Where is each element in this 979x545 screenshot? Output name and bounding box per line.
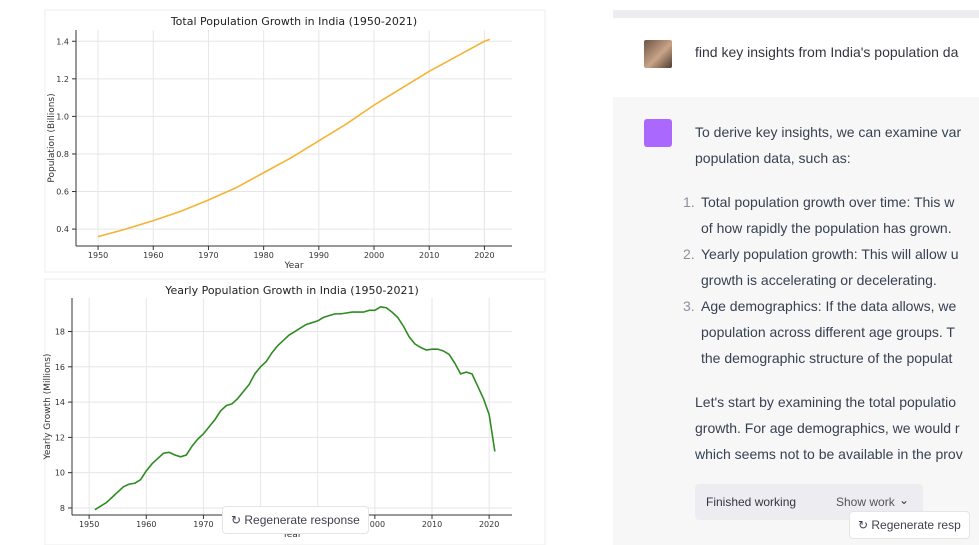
y-tick-label: 0.4	[56, 225, 69, 234]
x-tick-label: 1960	[136, 520, 156, 529]
user-row	[613, 18, 979, 97]
x-tick-label: 1970	[193, 520, 213, 529]
x-tick-label: 2010	[419, 251, 439, 260]
button-label: Regenerate response	[244, 513, 360, 527]
text-line: Age demographics: If the data allows, we	[701, 298, 957, 314]
button-label: Regenerate resp	[871, 518, 961, 532]
text-line: of how rapidly the population has grown.	[701, 220, 952, 236]
y-tick-label: 10	[55, 469, 65, 478]
text-line: Yearly population growth: This will allo…	[701, 246, 959, 262]
x-tick-label: 1960	[143, 251, 163, 260]
y-tick-label: 16	[55, 363, 65, 372]
text-line: Let's start by examining the total popul…	[695, 394, 957, 410]
regenerate-button[interactable]: ↻ Regenerate resp	[849, 511, 970, 539]
y-tick-label: 1.2	[56, 75, 69, 84]
y-axis-label: Yearly Growth (Millions)	[43, 354, 53, 461]
x-tick-label: 1950	[79, 520, 99, 529]
text-line: the demographic structure of the populat	[701, 350, 953, 366]
list-number: 1.	[683, 194, 695, 210]
x-tick-label: 1950	[88, 251, 108, 260]
x-tick-label: 1990	[309, 251, 329, 260]
chart-title: Total Population Growth in India (1950-2…	[170, 15, 417, 28]
y-tick-label: 0.6	[56, 188, 69, 197]
status-text: Finished working	[706, 495, 797, 509]
text-line: which seems not to be available in the p…	[695, 446, 963, 462]
assistant-icon	[644, 119, 672, 147]
y-tick-label: 12	[55, 433, 65, 442]
y-tick-label: 1.4	[56, 37, 69, 46]
user-avatar	[644, 40, 672, 68]
list-number: 3.	[683, 298, 695, 314]
x-tick-label: 2000	[364, 251, 384, 260]
chevron: ⌄	[899, 493, 910, 507]
x-tick-label: 2020	[479, 520, 499, 529]
text-line: population across different age groups. …	[701, 324, 955, 340]
data-line	[97, 38, 491, 238]
y-axis-label: Population (Billions)	[47, 93, 57, 182]
text-line: growth is accelerating or decelerating.	[701, 272, 937, 288]
x-axis-label: Year	[281, 530, 301, 540]
x-tick-label: 2000	[365, 520, 385, 529]
y-tick-label: 0.8	[56, 150, 69, 159]
y-tick-label: 14	[55, 398, 65, 407]
chart-title: Yearly Population Growth in India (1950-…	[164, 284, 419, 297]
regenerate-button[interactable]: ↻ Regenerate response	[222, 506, 369, 534]
charts: Total Population Growth in India (1950-2…	[43, 9, 546, 545]
user-message: find key insights from India's populatio…	[695, 44, 959, 60]
show-work[interactable]: Show work	[836, 495, 895, 509]
x-tick-label: 2010	[422, 520, 442, 529]
x-axis-label: Year	[283, 261, 303, 271]
text-line: population data, such as:	[695, 150, 851, 166]
assistant-row	[613, 97, 979, 545]
text-line: To derive key insights, we can examine v…	[695, 124, 962, 140]
list-number: 2.	[683, 246, 695, 262]
text-line: Total population growth over time: This …	[701, 194, 955, 210]
y-tick-label: 1.0	[56, 112, 69, 121]
x-tick-label: 1980	[253, 251, 273, 260]
chart-frame	[44, 278, 546, 545]
chat-panel: find key insights from India's populatio…	[613, 0, 979, 545]
y-tick-label: 18	[55, 328, 65, 337]
y-tick-label: 8	[60, 504, 65, 513]
data-line	[94, 305, 496, 511]
x-tick-label: 1970	[198, 251, 218, 260]
x-tick-label: 2020	[474, 251, 494, 260]
top-bar	[613, 10, 979, 18]
text-line: growth. For age demographics, we would r	[695, 420, 960, 436]
